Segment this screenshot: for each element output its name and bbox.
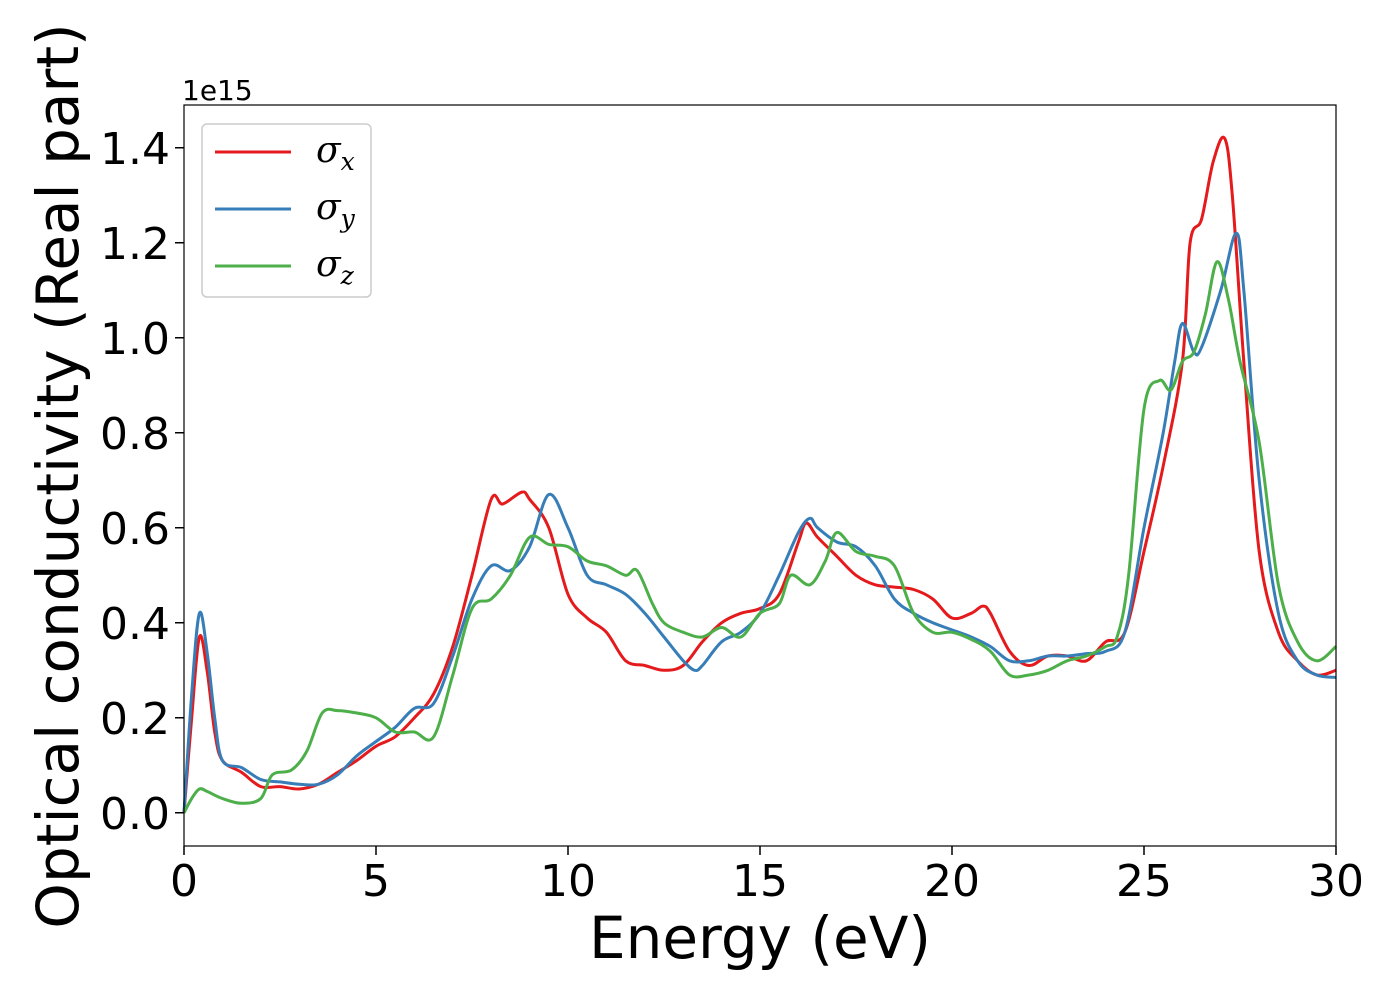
series-line-y	[182, 231, 1337, 813]
y-tick-label: 0.2	[100, 694, 170, 745]
x-axis-title: Energy (eV)	[589, 904, 931, 972]
legend-label-y: σy	[316, 187, 356, 233]
x-tick-label: 25	[1116, 856, 1172, 907]
x-tick-label: 10	[540, 856, 596, 907]
x-tick-label: 20	[924, 856, 980, 907]
x-tick-label: 30	[1308, 856, 1364, 907]
y-axis-title: Optical conductivity (Real part)	[24, 23, 92, 928]
x-tick-label: 0	[170, 856, 198, 907]
x-tick-label: 15	[732, 856, 788, 907]
x-axis-ticks: 0 5 10 15 20 25 30	[170, 846, 1364, 907]
series-layer	[182, 135, 1337, 814]
y-tick-label: 0.4	[100, 599, 170, 650]
y-offset-label: 1e15	[182, 74, 253, 107]
y-tick-label: 1.2	[100, 219, 170, 270]
plot-area	[184, 105, 1336, 846]
y-tick-label: 0.6	[100, 504, 170, 555]
y-tick-label: 1.4	[100, 124, 170, 175]
y-axis-ticks: 0.0 0.2 0.4 0.6 0.8 1.0 1.2 1.4	[100, 124, 184, 840]
y-tick-label: 0.0	[100, 789, 170, 840]
series-line-z	[182, 260, 1337, 814]
y-tick-label: 0.8	[100, 409, 170, 460]
y-tick-label: 1.0	[100, 314, 170, 365]
x-tick-label: 5	[362, 856, 390, 907]
